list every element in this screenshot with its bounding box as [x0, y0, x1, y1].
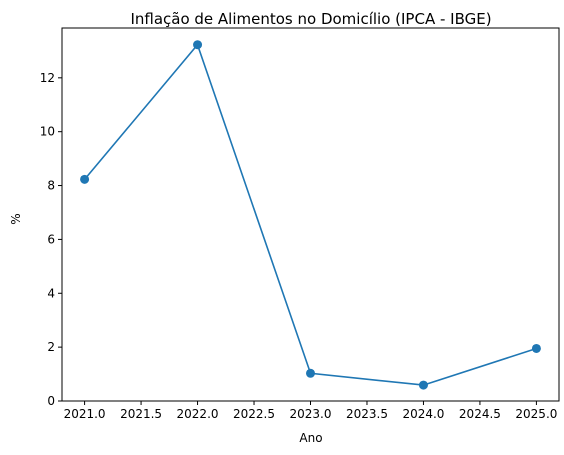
- x-tick-label: 2021.0: [64, 407, 106, 421]
- series-points: [80, 40, 541, 390]
- x-tick-label: 2024.0: [402, 407, 444, 421]
- y-axis-label: %: [9, 213, 23, 224]
- x-tick-label: 2023.0: [290, 407, 332, 421]
- y-tick-label: 10: [40, 125, 55, 139]
- data-point: [80, 174, 90, 184]
- data-point: [306, 368, 315, 378]
- y-tick-label: 4: [47, 286, 55, 300]
- data-point: [418, 380, 428, 390]
- y-tick-label: 12: [40, 71, 55, 85]
- y-tick-label: 0: [47, 394, 55, 408]
- x-axis-label: Ano: [299, 431, 322, 445]
- data-point: [193, 40, 203, 50]
- x-tick-label: 2021.5: [120, 407, 162, 421]
- plot-frame: [61, 27, 560, 402]
- chart-title: Inflação de Alimentos no Domicílio (IPCA…: [130, 10, 491, 28]
- x-tick-label: 2022.5: [233, 407, 275, 421]
- x-tick-label: 2023.5: [346, 407, 388, 421]
- y-tick-label: 6: [47, 232, 55, 246]
- x-axis-ticks: 2021.0 2021.5 2022.0 2022.5 2023.0 2023.5 2024…: [64, 401, 557, 421]
- y-tick-label: 2: [47, 340, 55, 354]
- y-axis-ticks: 0 2 4 6 8 10 12: [40, 71, 62, 408]
- x-tick-label: 2022.0: [177, 407, 219, 421]
- x-tick-label: 2025.0: [515, 407, 557, 421]
- y-tick-label: 8: [47, 179, 55, 193]
- series-line: [83, 43, 537, 386]
- data-point: [531, 343, 541, 353]
- plot-area: 2021.0 2021.5 2022.0 2022.5 2023.0 2023.5 2024…: [40, 27, 560, 421]
- x-tick-label: 2024.5: [459, 407, 501, 421]
